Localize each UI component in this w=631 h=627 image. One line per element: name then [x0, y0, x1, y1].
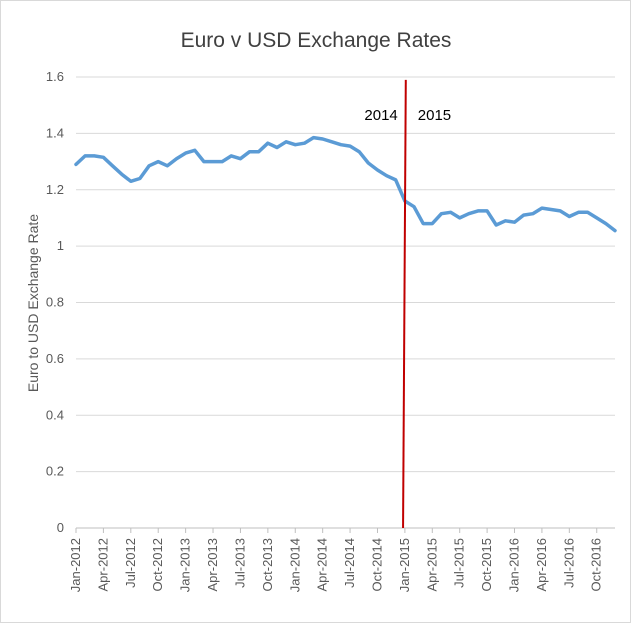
x-tick-label: Apr-2013 — [205, 538, 220, 591]
x-tick-labels: Jan-2012 Apr-2012 Jul-2012 Oct-2012 Jan-2013… — [68, 528, 604, 592]
x-tick-label: Jul-2016 — [561, 538, 576, 588]
x-tick-label: Jul-2014 — [342, 538, 357, 588]
x-tick-label: Jan-2012 — [68, 538, 83, 592]
y-axis-label: Euro to USD Exchange Rate — [25, 214, 41, 392]
annotation-left: 2014 — [364, 107, 397, 124]
x-tick-label: Oct-2013 — [260, 538, 275, 591]
y-tick-label: 1.6 — [46, 69, 64, 84]
x-tick-label: Apr-2015 — [424, 538, 439, 591]
x-tick-label: Oct-2015 — [479, 538, 494, 591]
year-divider — [402, 79, 407, 529]
x-tick-label: Oct-2016 — [589, 538, 604, 591]
x-tick-label: Jan-2016 — [507, 538, 522, 592]
chart-title: Euro v USD Exchange Rates — [181, 29, 452, 52]
y-tick-label: 0.4 — [46, 407, 64, 422]
x-tick-label: Jul-2012 — [123, 538, 138, 588]
series-line — [74, 135, 617, 233]
y-tick-label: 0.2 — [46, 464, 64, 479]
x-tick-label: Apr-2014 — [315, 538, 330, 591]
gridlines — [76, 76, 615, 529]
y-tick-label: 0.8 — [46, 295, 64, 310]
y-tick-label: 0 — [57, 520, 64, 535]
y-tick-label: 1.2 — [46, 182, 64, 197]
y-tick-label: 1 — [57, 238, 64, 253]
annotations: 2014 2015 — [364, 107, 451, 124]
y-tick-labels: 0 0.2 0.4 0.6 0.8 1 1.2 1.4 1.6 — [46, 69, 64, 535]
x-tick-label: Jan-2013 — [178, 538, 193, 592]
x-tick-label: Jul-2015 — [452, 538, 467, 588]
x-tick-label: Apr-2016 — [534, 538, 549, 591]
x-tick-label: Oct-2014 — [369, 538, 384, 591]
y-tick-label: 0.6 — [46, 351, 64, 366]
x-tick-label: Apr-2012 — [95, 538, 110, 591]
divider-line — [402, 79, 407, 529]
y-tick-label: 1.4 — [46, 125, 64, 140]
annotation-right: 2015 — [418, 107, 451, 124]
x-tick-label: Oct-2012 — [150, 538, 165, 591]
x-tick-label: Jul-2013 — [232, 538, 247, 588]
x-tick-label: Jan-2015 — [397, 538, 412, 592]
series-layer — [74, 135, 617, 233]
x-tick-label: Jan-2014 — [287, 538, 302, 592]
